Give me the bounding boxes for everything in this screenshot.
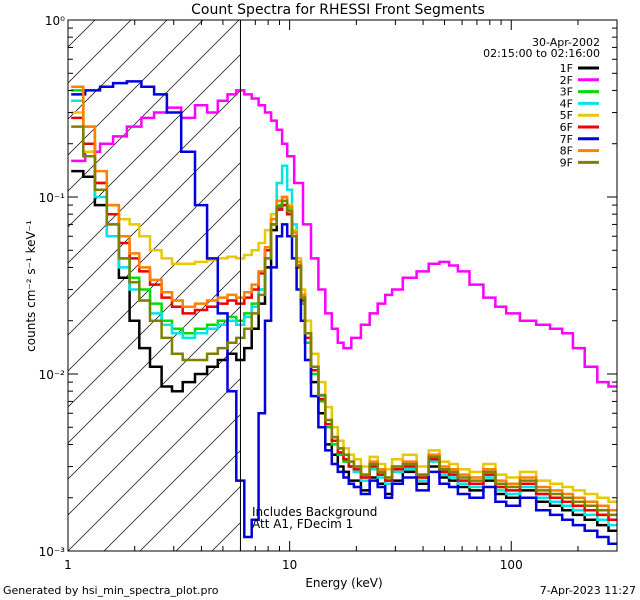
- annotation-background-note: Includes Background: [252, 505, 377, 519]
- hatch-line: [103, 414, 241, 551]
- x-tick-label: 1: [64, 558, 72, 572]
- hatch-line: [572, 20, 640, 551]
- legend-label-3F: 3F: [560, 86, 573, 99]
- hatch-line: [68, 90, 241, 264]
- hatch-line: [68, 270, 241, 444]
- legend-label-8F: 8F: [560, 145, 573, 158]
- hatch-region: [0, 20, 640, 551]
- y-tick-label: 10⁻²: [39, 368, 66, 382]
- hatch-line: [68, 126, 241, 300]
- annotation-time-range: 02:15:00 to 02:16:00: [483, 47, 600, 60]
- series-7F-line: [71, 80, 617, 545]
- annotation-date: 30-Apr-2002: [532, 36, 600, 49]
- series-9F-line: [71, 125, 617, 517]
- legend-label-7F: 7F: [560, 133, 573, 146]
- hatch-line: [211, 522, 241, 551]
- hatch-line: [68, 234, 241, 408]
- y-tick-label: 10⁰: [45, 14, 65, 28]
- footer-generated-by: Generated by hsi_min_spectra_plot.pro: [3, 584, 219, 597]
- hatch-line: [68, 20, 204, 156]
- hatch-line: [68, 162, 241, 336]
- x-tick-label: 100: [500, 558, 523, 572]
- legend-label-1F: 1F: [560, 62, 573, 75]
- hatch-line: [68, 342, 241, 516]
- legend-label-5F: 5F: [560, 109, 573, 122]
- legend-label-4F: 4F: [560, 97, 573, 110]
- chart-title: Count Spectra for RHESSI Front Segments: [191, 2, 485, 18]
- axis-ticks: 1 10 100 10⁻³ 10⁻² 10⁻¹ 10⁰: [39, 14, 618, 572]
- x-tick-label: 10: [282, 558, 297, 572]
- hatch-line: [68, 20, 240, 192]
- hatch-line: [68, 54, 241, 228]
- hatch-line: [68, 378, 241, 551]
- legend-label-9F: 9F: [560, 156, 573, 169]
- hatch-line: [0, 20, 23, 551]
- legend-label-2F: 2F: [560, 74, 573, 87]
- hatch-line: [536, 20, 640, 551]
- hatch-line: [139, 450, 241, 551]
- series-2F-line: [71, 89, 617, 388]
- annotation-atten-note: Att A1, FDecim 1: [252, 517, 353, 531]
- hatch-line: [68, 20, 168, 120]
- plot-frame: [67, 19, 618, 552]
- hatch-line: [608, 20, 640, 551]
- hatch-line: [68, 306, 241, 480]
- y-tick-label: 10⁻³: [39, 545, 66, 559]
- legend-label-6F: 6F: [560, 121, 573, 134]
- x-axis-label: Energy (keV): [305, 576, 382, 590]
- y-axis-label: counts cm⁻² s⁻¹ keV⁻¹: [24, 220, 38, 352]
- series-group: [71, 80, 617, 545]
- y-tick-label: 10⁻¹: [39, 191, 66, 205]
- footer-timestamp: 7-Apr-2023 11:27: [540, 584, 636, 597]
- series-5F-line: [71, 111, 617, 503]
